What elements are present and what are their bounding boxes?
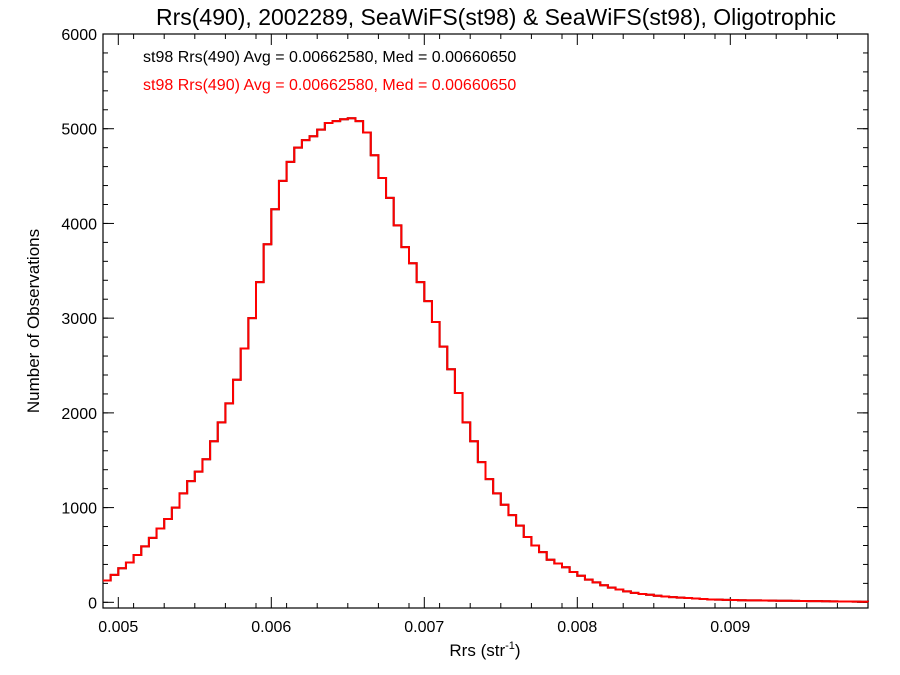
y-tick-label: 6000 — [61, 27, 97, 44]
x-tick-label: 0.006 — [251, 619, 291, 636]
x-tick-label: 0.005 — [98, 619, 138, 636]
chart-title: Rrs(490), 2002289, SeaWiFS(st98) & SeaWi… — [156, 4, 836, 30]
x-axis-label: Rrs (str-1) — [449, 640, 520, 660]
y-axis-label: Number of Observations — [24, 229, 43, 413]
x-axis-label-main: Rrs (str — [449, 641, 505, 660]
series-layer — [103, 117, 869, 603]
histogram-series-1 — [103, 117, 869, 603]
y-tick-label: 5000 — [61, 122, 97, 139]
plot-frame — [102, 33, 869, 609]
x-axis-label-sup: -1 — [505, 640, 515, 652]
x-tick-label: 0.009 — [710, 619, 750, 636]
legend-annotation-black: st98 Rrs(490) Avg = 0.00662580, Med = 0.… — [143, 49, 516, 66]
x-axis-ticks: 0.005 0.006 0.007 0.008 0.009 — [98, 34, 869, 636]
y-axis-ticks: 0 1000 2000 3000 4000 5000 6000 — [61, 27, 868, 612]
y-tick-label: 4000 — [61, 216, 97, 233]
x-axis-label-close: ) — [515, 641, 521, 660]
y-tick-label: 3000 — [61, 311, 97, 328]
x-tick-label: 0.007 — [404, 619, 444, 636]
y-tick-label: 1000 — [61, 501, 97, 518]
histogram-series-0 — [103, 117, 869, 603]
y-tick-label: 2000 — [61, 406, 97, 423]
y-tick-label: 0 — [88, 595, 97, 612]
legend-annotation-red: st98 Rrs(490) Avg = 0.00662580, Med = 0.… — [143, 77, 516, 94]
x-tick-label: 0.008 — [557, 619, 597, 636]
